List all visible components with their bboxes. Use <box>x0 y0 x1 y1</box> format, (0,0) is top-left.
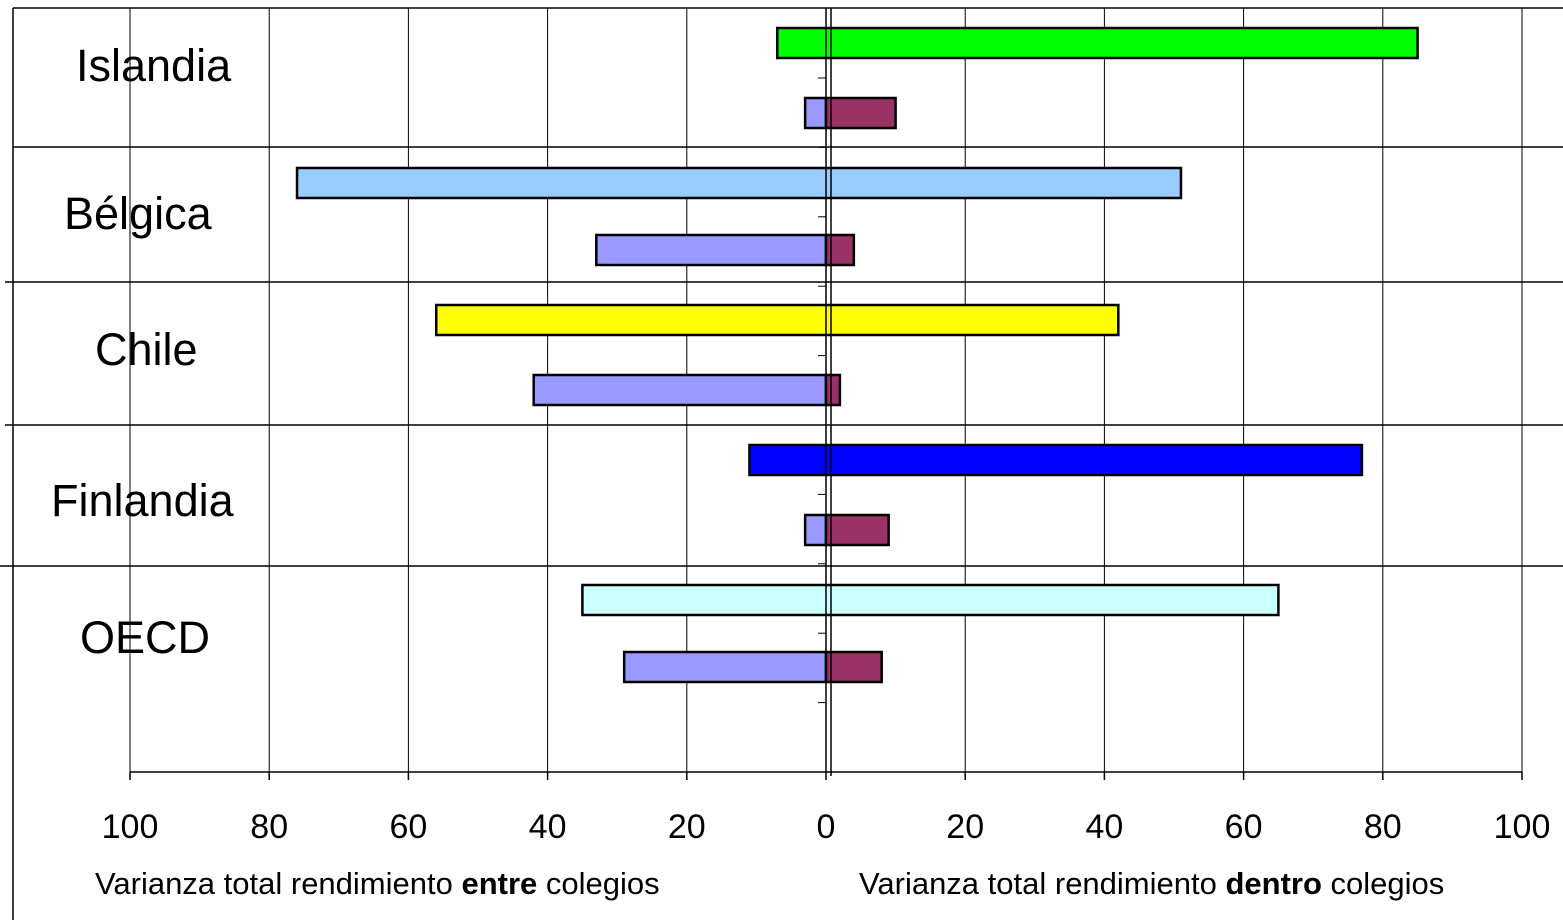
bar-layer <box>295 26 1419 684</box>
x-tick-label: 60 <box>389 808 427 846</box>
bar-total <box>295 166 1183 200</box>
group-separators <box>0 146 1563 567</box>
bar-within-explained <box>824 650 883 684</box>
bar-between-explained <box>595 233 828 267</box>
x-tick-label: 80 <box>250 808 288 846</box>
x-tick-label: 0 <box>817 808 836 846</box>
country-label-islandia: Islandia <box>76 40 232 91</box>
caption-within-pre: Varianza total rendimiento <box>859 866 1226 901</box>
caption-between-post: colegios <box>537 866 660 901</box>
bar-within-explained <box>824 373 842 407</box>
bar-within-explained <box>824 233 856 267</box>
bar-between-explained <box>622 650 828 684</box>
bar-between-explained <box>803 513 828 547</box>
x-tick-label: 100 <box>102 808 159 846</box>
bar-within-explained <box>824 96 897 130</box>
x-axis: 100 80 60 40 20 0 20 40 60 80 100 <box>102 8 1551 846</box>
caption-between-pre: Varianza total rendimiento <box>95 866 462 901</box>
bar-total <box>434 303 1120 337</box>
x-tick-label: 20 <box>668 808 706 846</box>
bar-within-explained <box>824 513 890 547</box>
x-tick-label: 40 <box>1085 808 1123 846</box>
bar-total <box>748 443 1364 477</box>
x-axis-caption-within: Varianza total rendimiento dentro colegi… <box>859 866 1444 902</box>
x-tick-label: 20 <box>946 808 984 846</box>
country-label-belgica: Bélgica <box>64 188 212 239</box>
bar-total <box>776 26 1419 60</box>
caption-within-bold: dentro <box>1225 866 1322 901</box>
caption-between-bold: entre <box>461 866 538 901</box>
country-label-oecd: OECD <box>80 612 211 663</box>
bar-total <box>581 583 1280 617</box>
country-label-chile: Chile <box>95 324 198 375</box>
x-tick-label: 60 <box>1225 808 1263 846</box>
x-axis-caption-between: Varianza total rendimiento entre colegio… <box>95 866 660 902</box>
x-tick-label: 100 <box>1494 808 1551 846</box>
x-tick-label: 80 <box>1364 808 1402 846</box>
bar-between-explained <box>803 96 828 130</box>
caption-within-post: colegios <box>1321 866 1445 901</box>
bar-between-explained <box>532 373 828 407</box>
x-tick-label: 40 <box>529 808 567 846</box>
country-label-finlandia: Finlandia <box>51 475 234 526</box>
